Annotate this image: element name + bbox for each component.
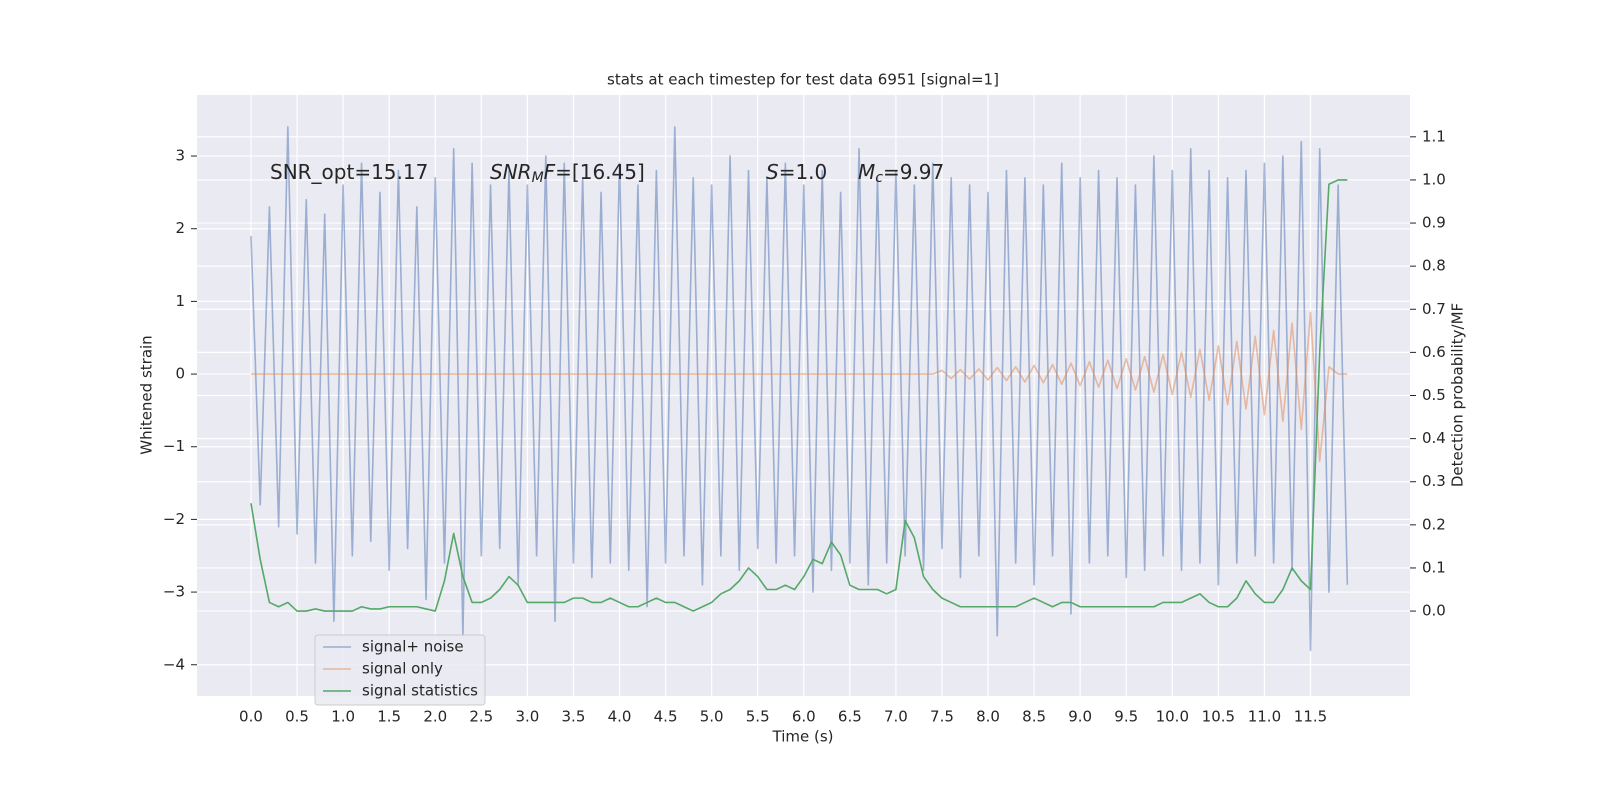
x-tick-label: 1.0 [331, 708, 355, 726]
x-tick-label: 2.0 [423, 708, 447, 726]
y-tick-label: −2 [163, 510, 185, 528]
x-tick-label: 4.0 [608, 708, 632, 726]
y-tick-label: −3 [163, 583, 185, 601]
annotation-part: M [858, 160, 875, 184]
y-tick-label: −4 [163, 655, 185, 673]
y2-tick-label: 0.8 [1422, 257, 1446, 275]
x-tick-label: 3.5 [562, 708, 586, 726]
y-axis-label: Whitened strain [138, 335, 156, 454]
x-tick-label: 8.5 [1022, 708, 1046, 726]
y-tick-label: 0 [175, 365, 185, 383]
annotation-part: =9.97 [883, 160, 944, 184]
y2-tick-label: 0.6 [1422, 343, 1446, 361]
x-tick-label: 2.5 [469, 708, 493, 726]
annotation-part: =1.0 [779, 160, 828, 184]
x-tick-label: 9.5 [1114, 708, 1138, 726]
y2-tick-label: 1.1 [1422, 127, 1446, 145]
annotation-part: =[16.45] [555, 160, 645, 184]
x-tick-label: 1.5 [377, 708, 401, 726]
legend: signal+ noise signal only signal statistic… [314, 634, 486, 706]
series-line [250, 179, 1348, 612]
series-line [250, 126, 1349, 652]
y2-tick-label: 0.5 [1422, 386, 1446, 404]
x-axis-label: Time (s) [772, 728, 834, 746]
x-tick-label: 6.0 [792, 708, 816, 726]
legend-label: signal statistics [362, 682, 478, 700]
y2-tick-label: 0.9 [1422, 214, 1446, 232]
annotation-part: M [532, 170, 544, 186]
x-tick-label: 0.5 [285, 708, 309, 726]
y2-axis-label: Detection probability/MF [1449, 303, 1467, 487]
x-tick-label: 3.0 [515, 708, 539, 726]
x-tick-label: 5.0 [700, 708, 724, 726]
y2-tick-label: 1.0 [1422, 170, 1446, 188]
x-tick-label: 10.5 [1202, 708, 1235, 726]
annotation: SNRMF=[16.45] [490, 160, 645, 187]
legend-label: signal+ noise [362, 638, 464, 656]
y2-tick-label: 0.7 [1422, 300, 1446, 318]
x-tick-label: 9.0 [1068, 708, 1092, 726]
annotation: SNR_opt=15.17 [270, 160, 428, 184]
series-line [250, 311, 1348, 463]
y2-tick-label: 0.4 [1422, 429, 1446, 447]
annotation-part: SNR_opt=15.17 [270, 160, 428, 184]
annotation: Mc=9.97 [858, 160, 944, 187]
annotation-part: SNR [490, 160, 532, 184]
x-tick-label: 10.0 [1156, 708, 1189, 726]
y-tick-label: 2 [175, 219, 185, 237]
annotation-part: F [544, 160, 556, 184]
y-tick-label: 1 [175, 292, 185, 310]
annotation-part: c [875, 170, 883, 186]
legend-box [314, 634, 486, 706]
y2-tick-label: 0.1 [1422, 558, 1446, 576]
y-tick-label: −1 [163, 437, 185, 455]
y2-tick-label: 0.3 [1422, 472, 1446, 490]
x-tick-label: 11.0 [1248, 708, 1281, 726]
annotation-part: S [766, 160, 779, 184]
x-tick-label: 7.5 [930, 708, 954, 726]
x-tick-label: 7.0 [884, 708, 908, 726]
x-tick-label: 0.0 [239, 708, 263, 726]
x-tick-label: 8.0 [976, 708, 1000, 726]
y2-tick-label: 0.0 [1422, 602, 1446, 620]
x-tick-label: 4.5 [654, 708, 678, 726]
x-tick-label: 5.5 [746, 708, 770, 726]
x-tick-label: 11.5 [1294, 708, 1327, 726]
x-tick-label: 6.5 [838, 708, 862, 726]
annotation: S=1.0 [766, 160, 827, 184]
chart-title: stats at each timestep for test data 695… [607, 71, 999, 89]
legend-label: signal only [362, 660, 443, 678]
y2-tick-label: 0.2 [1422, 515, 1446, 533]
y-tick-label: 3 [175, 147, 185, 165]
